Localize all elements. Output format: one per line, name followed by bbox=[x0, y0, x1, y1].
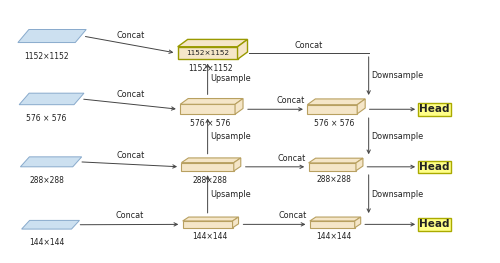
Text: Concat: Concat bbox=[116, 31, 144, 40]
Polygon shape bbox=[182, 221, 232, 228]
FancyBboxPatch shape bbox=[418, 160, 451, 173]
Polygon shape bbox=[356, 158, 363, 171]
Text: 288×288: 288×288 bbox=[29, 176, 64, 185]
Text: Upsample: Upsample bbox=[210, 74, 251, 83]
Polygon shape bbox=[357, 99, 365, 114]
Text: Concat: Concat bbox=[278, 211, 307, 220]
Polygon shape bbox=[308, 163, 356, 171]
Polygon shape bbox=[308, 105, 357, 114]
Text: Concat: Concat bbox=[278, 154, 305, 163]
Polygon shape bbox=[234, 158, 241, 171]
Text: 1152×1152: 1152×1152 bbox=[188, 64, 233, 73]
Polygon shape bbox=[182, 163, 234, 171]
Text: 576 × 576: 576 × 576 bbox=[314, 119, 355, 128]
Text: 288×288: 288×288 bbox=[317, 175, 352, 184]
Text: 144×144: 144×144 bbox=[192, 232, 227, 241]
Polygon shape bbox=[238, 39, 248, 59]
Polygon shape bbox=[182, 158, 241, 163]
Polygon shape bbox=[178, 47, 238, 59]
Text: Upsample: Upsample bbox=[210, 132, 251, 141]
Text: Upsample: Upsample bbox=[210, 190, 251, 199]
Polygon shape bbox=[235, 99, 243, 114]
Text: 144×144: 144×144 bbox=[29, 238, 64, 247]
Polygon shape bbox=[22, 220, 80, 229]
Text: 288×288: 288×288 bbox=[192, 176, 227, 185]
Text: 144×144: 144×144 bbox=[316, 232, 352, 241]
Polygon shape bbox=[18, 29, 86, 43]
Polygon shape bbox=[232, 217, 238, 228]
Text: Head: Head bbox=[419, 219, 450, 229]
Polygon shape bbox=[308, 99, 365, 105]
Polygon shape bbox=[180, 99, 243, 104]
Text: Head: Head bbox=[419, 104, 450, 114]
Polygon shape bbox=[19, 93, 84, 105]
Polygon shape bbox=[310, 217, 360, 221]
Polygon shape bbox=[20, 157, 82, 167]
Text: Concat: Concat bbox=[116, 151, 144, 160]
Text: Concat: Concat bbox=[116, 90, 144, 99]
Text: Downsample: Downsample bbox=[371, 132, 424, 141]
Polygon shape bbox=[310, 221, 354, 228]
Text: Head: Head bbox=[419, 162, 450, 172]
Text: 576 × 576: 576 × 576 bbox=[190, 119, 230, 128]
Polygon shape bbox=[354, 217, 360, 228]
Text: 1152×1152: 1152×1152 bbox=[24, 52, 69, 61]
Text: Downsample: Downsample bbox=[371, 190, 424, 199]
Polygon shape bbox=[182, 217, 238, 221]
Text: 1152×1152: 1152×1152 bbox=[186, 50, 229, 56]
Polygon shape bbox=[178, 39, 248, 47]
Polygon shape bbox=[308, 158, 363, 163]
FancyBboxPatch shape bbox=[418, 218, 451, 231]
Text: Downsample: Downsample bbox=[371, 71, 424, 80]
Text: 576 × 576: 576 × 576 bbox=[26, 114, 67, 123]
FancyBboxPatch shape bbox=[418, 103, 451, 115]
Text: Concat: Concat bbox=[276, 96, 304, 105]
Text: Concat: Concat bbox=[294, 41, 323, 50]
Text: Concat: Concat bbox=[116, 211, 144, 220]
Polygon shape bbox=[180, 104, 235, 114]
